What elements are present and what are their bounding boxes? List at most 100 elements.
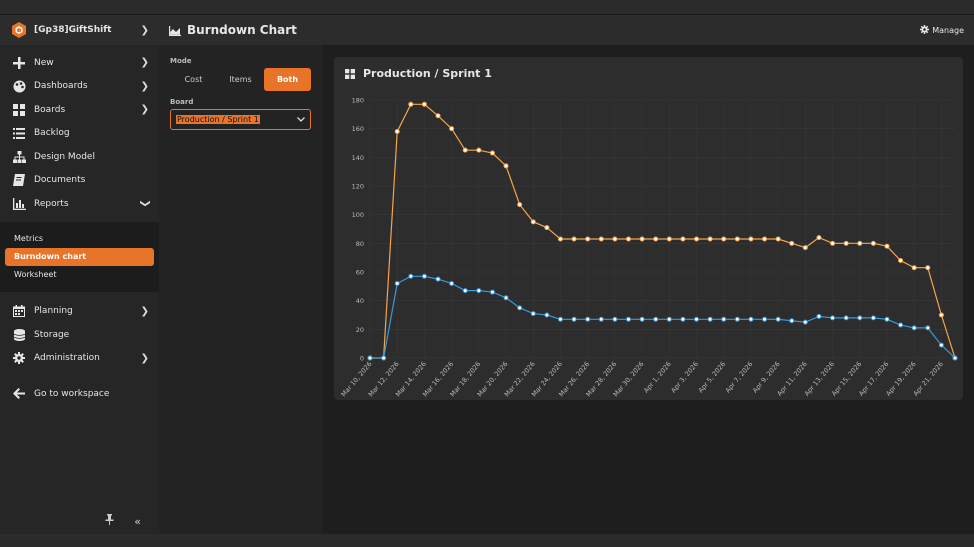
data-point (938, 342, 944, 348)
data-point (381, 355, 387, 361)
sidebar-subitem-burndown-chart[interactable]: Burndown chart (5, 247, 154, 266)
data-point (408, 273, 414, 279)
sidebar-item-label: Documents (34, 175, 86, 186)
bar-chart-icon (12, 197, 26, 211)
data-point (898, 322, 904, 328)
mode-cost-button[interactable]: Cost (184, 75, 203, 84)
data-point (503, 163, 509, 169)
bottom-bar (0, 534, 974, 547)
data-point (789, 240, 795, 246)
sidebar-item-storage[interactable]: Storage (0, 323, 159, 347)
data-point (449, 280, 455, 286)
chevron-down-icon (297, 115, 305, 124)
data-point (639, 316, 645, 322)
data-point (762, 316, 768, 322)
data-point (625, 236, 631, 242)
sidebar-item-dashboards[interactable]: Dashboards ❯ (0, 75, 159, 99)
sidebar-item-new[interactable]: New ❯ (0, 51, 159, 75)
data-point (884, 243, 890, 249)
sidebar-footer: « (0, 508, 159, 534)
sidebar-item-reports[interactable]: Reports ❯ (0, 192, 159, 216)
sidebar-item-label: Dashboards (34, 81, 88, 92)
data-point (503, 295, 509, 301)
data-point (843, 315, 849, 321)
data-point (870, 240, 876, 246)
go-to-workspace-link[interactable]: Go to workspace (0, 382, 159, 406)
y-tick-label: 40 (356, 297, 364, 305)
sidebar-item-label: Reports (34, 198, 69, 209)
arrow-left-icon (12, 387, 26, 401)
data-point (830, 315, 836, 321)
main-nav: New ❯ Dashboards ❯ Boards ❯ Backlog Desi… (0, 45, 159, 216)
y-tick-label: 80 (356, 240, 364, 248)
data-point (789, 318, 795, 324)
sidebar-item-documents[interactable]: Documents (0, 169, 159, 193)
sidebar-item-backlog[interactable]: Backlog (0, 122, 159, 146)
data-point (585, 316, 591, 322)
chevron-right-icon: ❯ (140, 80, 149, 92)
data-point (517, 202, 523, 208)
database-icon (12, 328, 26, 342)
chevron-down-icon: ❯ (139, 199, 151, 208)
sidebar-subitem-worksheet[interactable]: Worksheet (14, 270, 57, 279)
sidebar-item-label: New (34, 57, 54, 68)
pin-icon[interactable] (105, 514, 114, 528)
data-point (571, 316, 577, 322)
series-line (370, 103, 956, 359)
data-point (707, 236, 713, 242)
y-tick-label: 60 (356, 269, 364, 277)
reports-submenu: Metrics Burndown chart Worksheet (0, 221, 159, 292)
data-point (775, 316, 781, 322)
mode-items-button[interactable]: Items (229, 75, 252, 84)
mode-both-button[interactable]: Both (264, 68, 311, 91)
data-point (449, 126, 455, 132)
sidebar-item-administration[interactable]: Administration ❯ (0, 347, 159, 371)
y-tick-label: 120 (352, 183, 364, 191)
data-point (408, 101, 414, 107)
data-point (911, 325, 917, 331)
data-point (625, 316, 631, 322)
data-point (598, 236, 604, 242)
data-point (938, 312, 944, 318)
data-point (557, 316, 563, 322)
lower-nav: Planning ❯ Storage Administration ❯ Go t… (0, 298, 159, 406)
data-point (680, 316, 686, 322)
sidebar-item-label: Administration (34, 353, 100, 364)
chart-title: Production / Sprint 1 (363, 67, 492, 80)
collapse-sidebar-icon[interactable]: « (134, 514, 141, 528)
data-point (489, 150, 495, 156)
data-point (816, 313, 822, 319)
sidebar-item-planning[interactable]: Planning ❯ (0, 300, 159, 324)
top-bar (0, 0, 974, 15)
grid-icon (345, 64, 355, 83)
data-point (680, 236, 686, 242)
data-point (884, 316, 890, 322)
sidebar-subitem-metrics[interactable]: Metrics (14, 234, 44, 243)
data-point (870, 315, 876, 321)
sidebar-item-boards[interactable]: Boards ❯ (0, 98, 159, 122)
data-point (857, 240, 863, 246)
board-select[interactable]: Production / Sprint 1 (170, 109, 311, 130)
sidebar-item-label: Design Model (34, 151, 95, 162)
data-point (544, 225, 550, 231)
grid-icon (12, 103, 26, 117)
y-tick-label: 20 (356, 326, 364, 334)
sidebar-item-label: Boards (34, 104, 66, 115)
data-point (421, 101, 427, 107)
data-point (816, 235, 822, 241)
palette-icon (12, 79, 26, 93)
data-point (639, 236, 645, 242)
manage-button[interactable]: Manage (920, 24, 964, 36)
manage-label: Manage (932, 25, 964, 35)
data-point (802, 245, 808, 251)
data-point (925, 265, 931, 271)
data-point (694, 316, 700, 322)
sidebar-item-design-model[interactable]: Design Model (0, 145, 159, 169)
data-point (462, 288, 468, 294)
data-point (421, 273, 427, 279)
gear-icon (12, 351, 26, 365)
data-point (748, 236, 754, 242)
data-point (721, 316, 727, 322)
data-point (653, 316, 659, 322)
app-switcher[interactable]: [Gp38]GiftShift ❯ (0, 15, 159, 45)
